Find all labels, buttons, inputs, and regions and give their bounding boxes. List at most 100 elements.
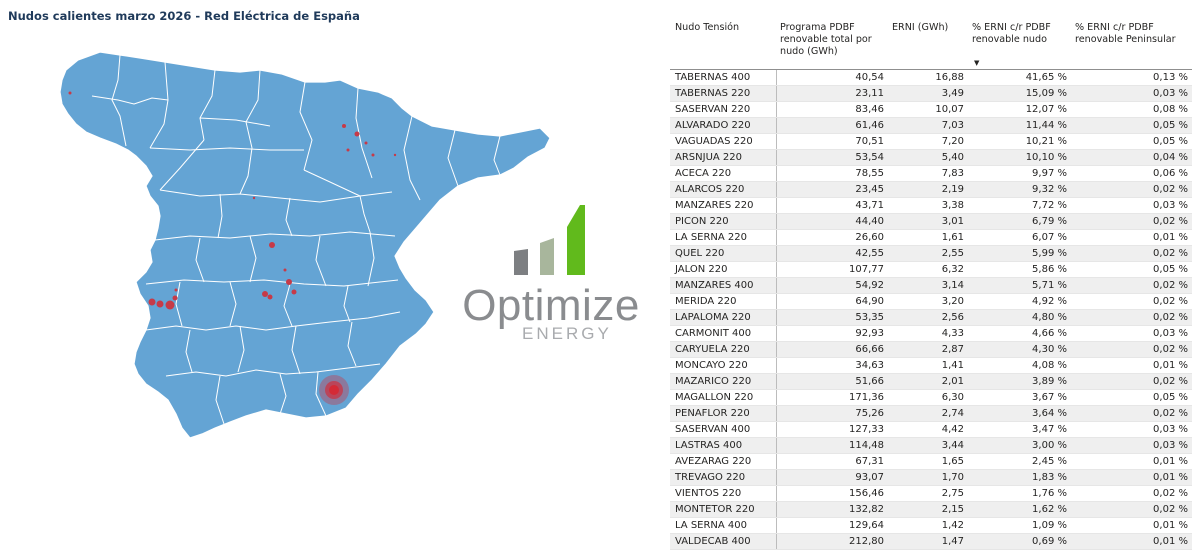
cell-pct-nudo: 12,07 %: [968, 101, 1071, 118]
node-marker[interactable]: [68, 91, 72, 95]
cell-nudo-tension: PICON 220: [670, 213, 777, 230]
cell-pct-nudo: 6,07 %: [968, 229, 1071, 246]
cell-pct-peninsular: 0,03 %: [1071, 85, 1192, 102]
header-pct-nudo[interactable]: % ERNI c/r PDBF renovable nudo ▼: [968, 18, 1071, 70]
node-marker[interactable]: [165, 300, 175, 310]
cell-pct-peninsular: 0,01 %: [1071, 229, 1192, 246]
table-row[interactable]: MAGALLON 220 171,36 6,30 3,67 % 0,05 %: [670, 389, 1192, 406]
table-row[interactable]: CARYUELA 220 66,66 2,87 4,30 % 0,02 %: [670, 341, 1192, 358]
table-row[interactable]: LA SERNA 220 26,60 1,61 6,07 % 0,01 %: [670, 229, 1192, 246]
node-marker[interactable]: [283, 268, 287, 272]
cell-erni: 5,40: [888, 149, 968, 166]
table-row[interactable]: TABERNAS 220 23,11 3,49 15,09 % 0,03 %: [670, 85, 1192, 102]
node-marker[interactable]: [174, 288, 178, 292]
cell-nudo-tension: CARYUELA 220: [670, 341, 777, 358]
table-row[interactable]: ARSNJUA 220 53,54 5,40 10,10 % 0,04 %: [670, 149, 1192, 166]
table-row[interactable]: ALARCOS 220 23,45 2,19 9,32 % 0,02 %: [670, 181, 1192, 198]
cell-pct-peninsular: 0,02 %: [1071, 309, 1192, 326]
table-row[interactable]: LASTRAS 400 114,48 3,44 3,00 % 0,03 %: [670, 437, 1192, 454]
logo-bars-icon: [514, 205, 585, 275]
cell-pct-peninsular: 0,03 %: [1071, 421, 1192, 438]
node-marker[interactable]: [267, 294, 273, 300]
table-row[interactable]: VAGUADAS 220 70,51 7,20 10,21 % 0,05 %: [670, 133, 1192, 150]
table-row[interactable]: PICON 220 44,40 3,01 6,79 % 0,02 %: [670, 213, 1192, 230]
cell-nudo-tension: MONTETOR 220: [670, 501, 777, 518]
cell-programa-pdbf: 78,55: [776, 165, 888, 182]
cell-nudo-tension: ACECA 220: [670, 165, 777, 182]
header-programa-pdbf[interactable]: Programa PDBF renovable total por nudo (…: [776, 18, 888, 70]
table-row[interactable]: CARMONIT 400 92,93 4,33 4,66 % 0,03 %: [670, 325, 1192, 342]
node-marker[interactable]: [346, 148, 350, 152]
node-marker[interactable]: [393, 153, 397, 157]
node-marker[interactable]: [156, 300, 164, 308]
cell-programa-pdbf: 54,92: [776, 277, 888, 294]
table-row[interactable]: SASERVAN 220 83,46 10,07 12,07 % 0,08 %: [670, 101, 1192, 118]
node-marker[interactable]: [364, 141, 368, 145]
cell-pct-peninsular: 0,01 %: [1071, 517, 1192, 534]
header-nudo-tension[interactable]: Nudo Tensión: [670, 18, 776, 70]
table-row[interactable]: MONCAYO 220 34,63 1,41 4,08 % 0,01 %: [670, 357, 1192, 374]
cell-nudo-tension: TREVAGO 220: [670, 469, 777, 486]
table-row[interactable]: LA SERNA 400 129,64 1,42 1,09 % 0,01 %: [670, 517, 1192, 534]
table-row[interactable]: MERIDA 220 64,90 3,20 4,92 % 0,02 %: [670, 293, 1192, 310]
table-row[interactable]: QUEL 220 42,55 2,55 5,99 % 0,02 %: [670, 245, 1192, 262]
node-marker[interactable]: [262, 291, 268, 297]
cell-pct-peninsular: 0,02 %: [1071, 181, 1192, 198]
cell-erni: 6,30: [888, 389, 968, 406]
cell-pct-nudo: 1,62 %: [968, 501, 1071, 518]
cell-nudo-tension: ALVARADO 220: [670, 117, 777, 134]
cell-nudo-tension: MAGALLON 220: [670, 389, 777, 406]
table-row[interactable]: MANZARES 220 43,71 3,38 7,72 % 0,03 %: [670, 197, 1192, 214]
node-marker[interactable]: [286, 279, 292, 285]
spain-mainland-shape[interactable]: [59, 51, 551, 439]
node-marker[interactable]: [172, 295, 178, 301]
cell-erni: 4,33: [888, 325, 968, 342]
cell-pct-nudo: 15,09 %: [968, 85, 1071, 102]
cell-erni: 1,47: [888, 533, 968, 550]
cell-pct-nudo: 2,45 %: [968, 453, 1071, 470]
node-marker[interactable]: [329, 385, 339, 395]
table-row[interactable]: ALVARADO 220 61,46 7,03 11,44 % 0,05 %: [670, 117, 1192, 134]
cell-erni: 2,55: [888, 245, 968, 262]
cell-erni: 1,70: [888, 469, 968, 486]
table-row[interactable]: PENAFLOR 220 75,26 2,74 3,64 % 0,02 %: [670, 405, 1192, 422]
table-row[interactable]: AVEZARAG 220 67,31 1,65 2,45 % 0,01 %: [670, 453, 1192, 470]
node-marker[interactable]: [342, 124, 346, 128]
cell-pct-peninsular: 0,05 %: [1071, 389, 1192, 406]
cell-programa-pdbf: 61,46: [776, 117, 888, 134]
table-row[interactable]: VIENTOS 220 156,46 2,75 1,76 % 0,02 %: [670, 485, 1192, 502]
cell-nudo-tension: LASTRAS 400: [670, 437, 777, 454]
table-row[interactable]: JALON 220 107,77 6,32 5,86 % 0,05 %: [670, 261, 1192, 278]
table-row[interactable]: VALDECAB 400 212,80 1,47 0,69 % 0,01 %: [670, 533, 1192, 550]
table-row[interactable]: LAPALOMA 220 53,35 2,56 4,80 % 0,02 %: [670, 309, 1192, 326]
node-marker[interactable]: [252, 196, 256, 200]
cell-pct-nudo: 9,97 %: [968, 165, 1071, 182]
cell-programa-pdbf: 53,54: [776, 149, 888, 166]
header-erni[interactable]: ERNI (GWh): [888, 18, 968, 70]
cell-pct-peninsular: 0,05 %: [1071, 133, 1192, 150]
cell-pct-peninsular: 0,08 %: [1071, 101, 1192, 118]
table-row[interactable]: TABERNAS 400 40,54 16,88 41,65 % 0,13 %: [670, 69, 1192, 86]
cell-pct-nudo: 9,32 %: [968, 181, 1071, 198]
node-marker[interactable]: [354, 131, 360, 137]
cell-programa-pdbf: 42,55: [776, 245, 888, 262]
table-row[interactable]: SASERVAN 400 127,33 4,42 3,47 % 0,03 %: [670, 421, 1192, 438]
node-marker[interactable]: [371, 153, 375, 157]
table-row[interactable]: MONTETOR 220 132,82 2,15 1,62 % 0,02 %: [670, 501, 1192, 518]
table-row[interactable]: MANZARES 400 54,92 3,14 5,71 % 0,02 %: [670, 277, 1192, 294]
table-row[interactable]: ACECA 220 78,55 7,83 9,97 % 0,06 %: [670, 165, 1192, 182]
table-row[interactable]: TREVAGO 220 93,07 1,70 1,83 % 0,01 %: [670, 469, 1192, 486]
cell-pct-peninsular: 0,03 %: [1071, 325, 1192, 342]
table-row[interactable]: MAZARICO 220 51,66 2,01 3,89 % 0,02 %: [670, 373, 1192, 390]
node-marker[interactable]: [291, 289, 297, 295]
cell-nudo-tension: MANZARES 220: [670, 197, 777, 214]
header-pct-peninsular[interactable]: % ERNI c/r PDBF renovable Peninsular: [1071, 18, 1192, 70]
cell-programa-pdbf: 171,36: [776, 389, 888, 406]
cell-pct-peninsular: 0,02 %: [1071, 341, 1192, 358]
cell-programa-pdbf: 26,60: [776, 229, 888, 246]
node-marker[interactable]: [148, 298, 156, 306]
node-marker[interactable]: [269, 242, 275, 248]
cell-erni: 1,41: [888, 357, 968, 374]
cell-pct-nudo: 6,79 %: [968, 213, 1071, 230]
cell-nudo-tension: MONCAYO 220: [670, 357, 777, 374]
